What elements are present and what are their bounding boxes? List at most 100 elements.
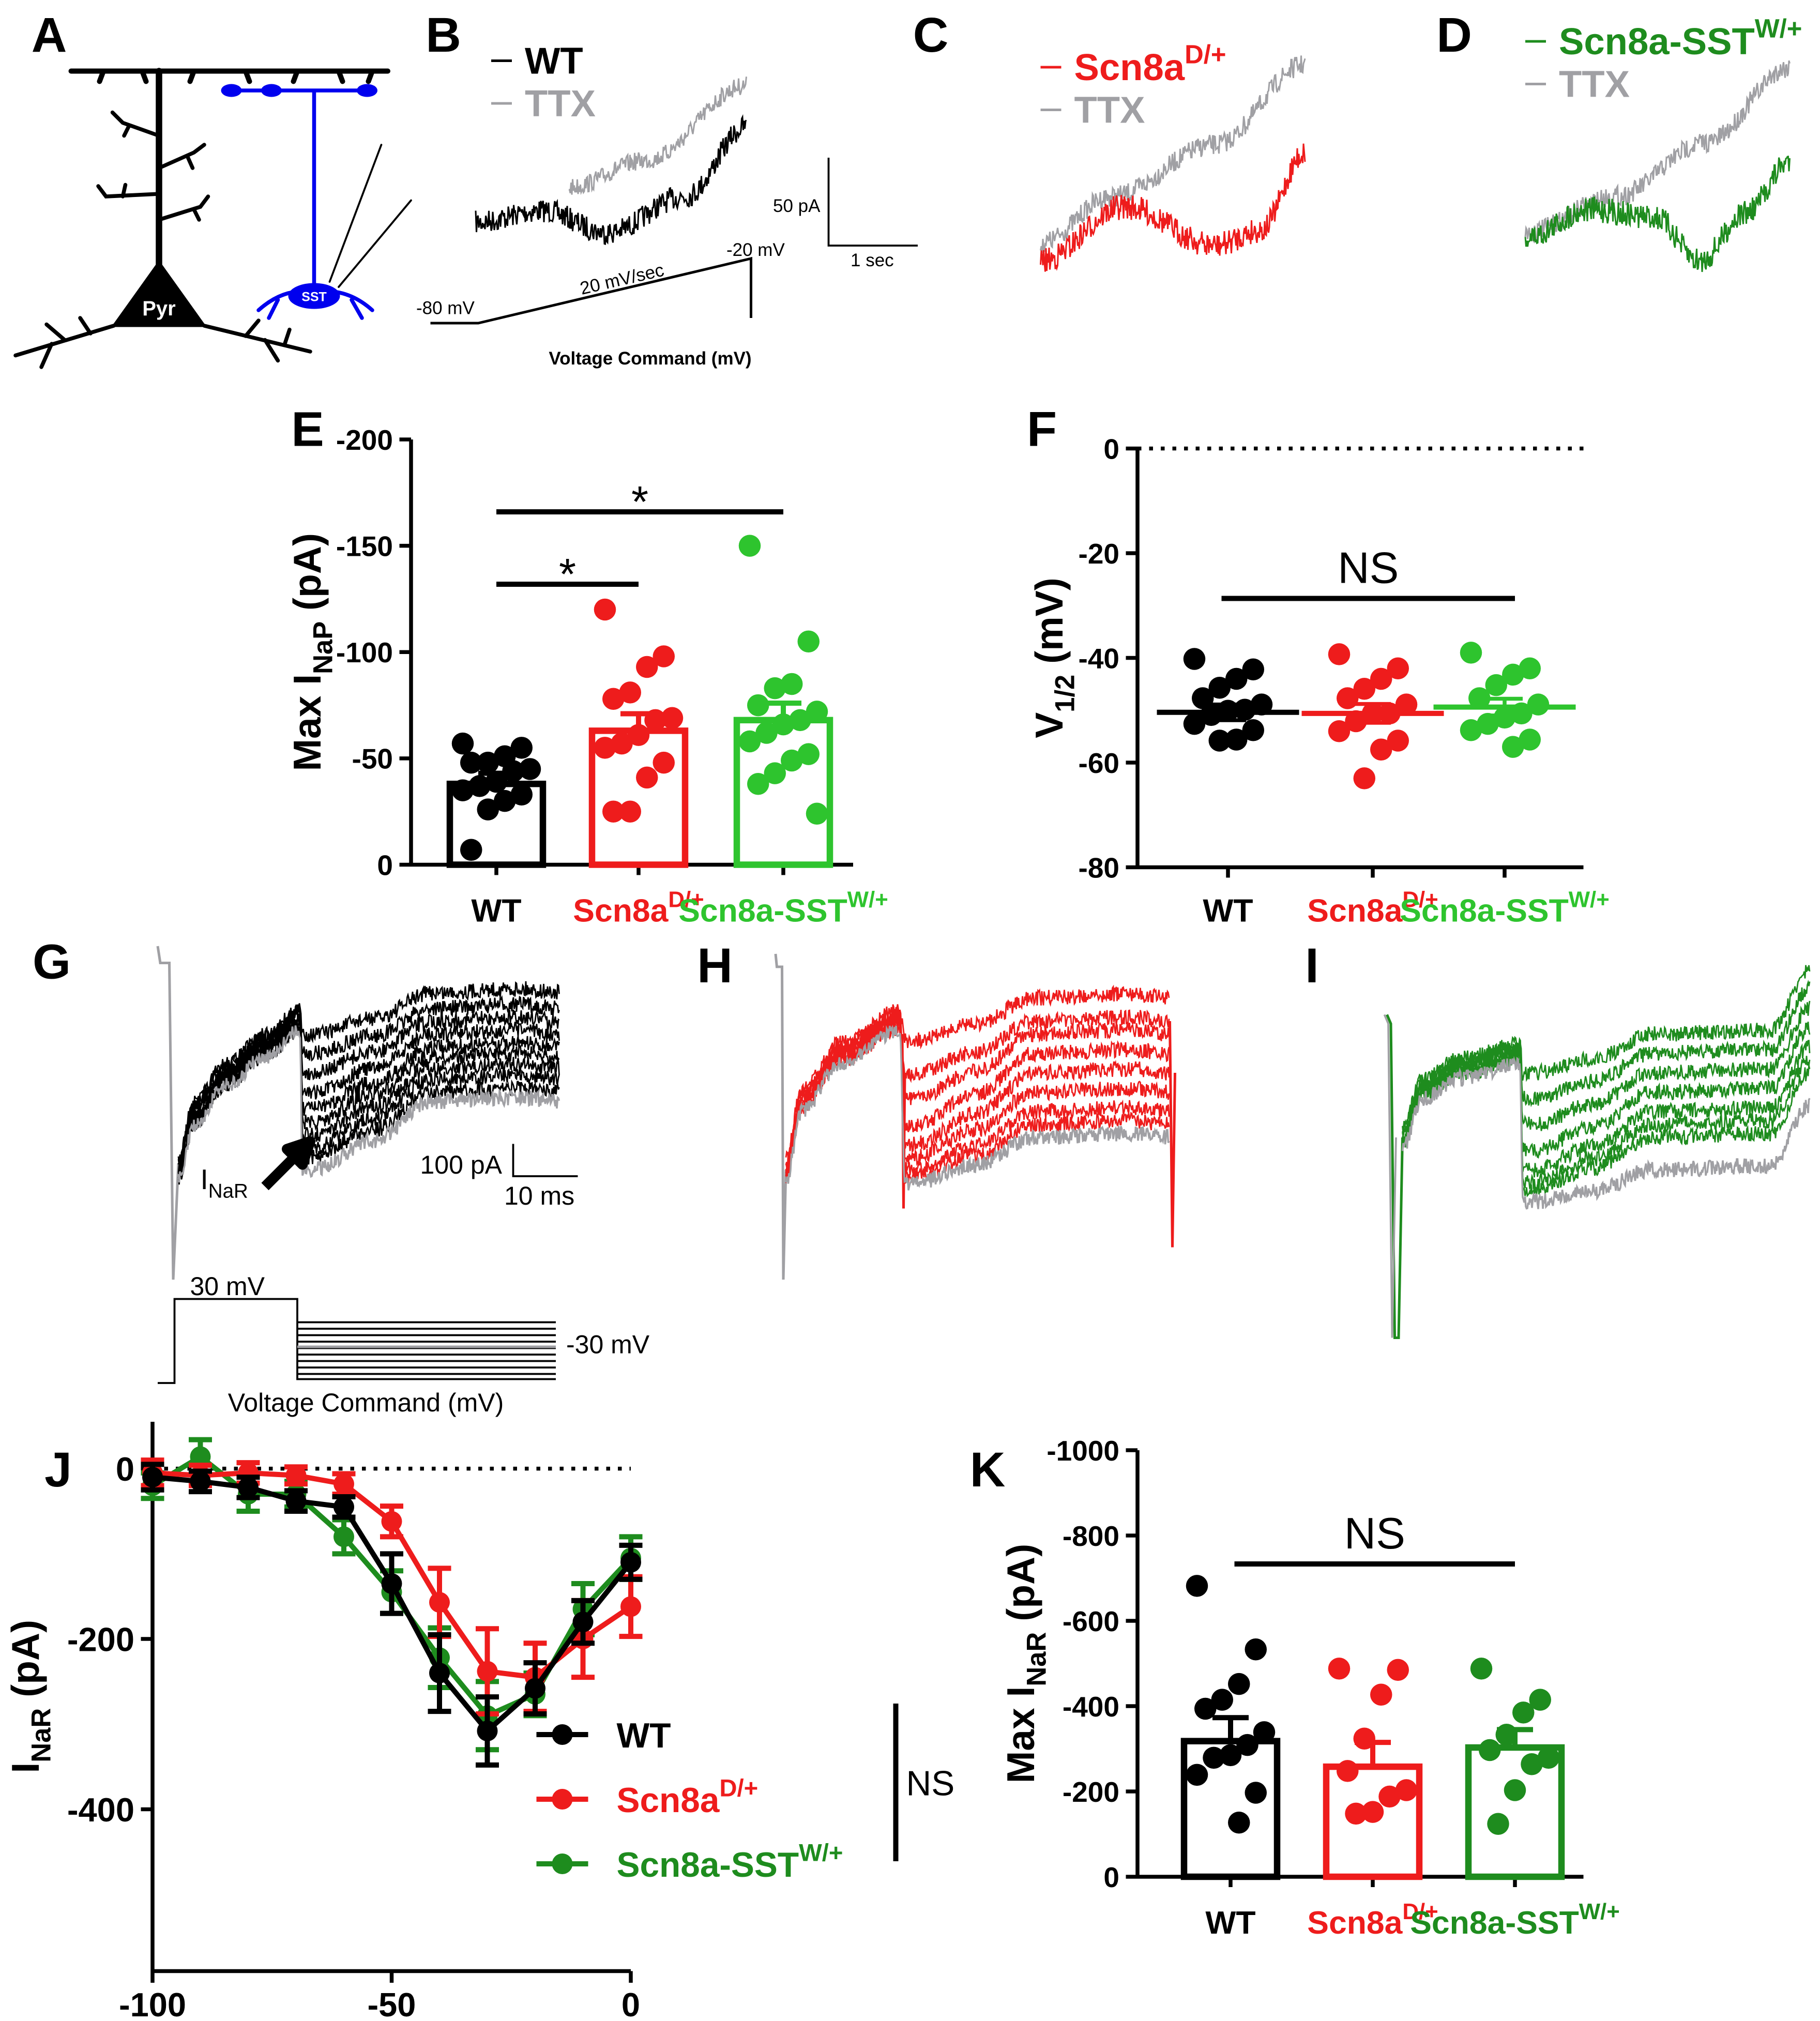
data-point bbox=[1337, 687, 1359, 709]
data-point bbox=[1460, 642, 1482, 664]
marker bbox=[285, 1465, 307, 1486]
data-point bbox=[1194, 1697, 1217, 1720]
marker bbox=[190, 1471, 211, 1492]
neuron-schematic bbox=[13, 68, 412, 369]
y-tick-label: -60 bbox=[1079, 747, 1120, 779]
spike bbox=[1383, 1014, 1397, 1338]
marker bbox=[525, 1678, 545, 1699]
current-trace bbox=[178, 1012, 560, 1173]
y-tick-label: -400 bbox=[1063, 1691, 1119, 1723]
current-trace bbox=[1402, 979, 1811, 1136]
ramp-label: -80 mV bbox=[416, 298, 475, 318]
label-part: TTX bbox=[1559, 64, 1630, 105]
supscript: W/+ bbox=[1579, 1899, 1620, 1924]
data-point bbox=[1208, 730, 1231, 752]
data-point bbox=[781, 749, 803, 772]
data-point bbox=[1527, 693, 1550, 716]
legend-marker bbox=[552, 1853, 573, 1874]
data-point bbox=[772, 713, 795, 736]
data-point bbox=[477, 798, 499, 820]
annotation: NS bbox=[1338, 544, 1399, 593]
mutant-ramp-trace bbox=[1524, 155, 1791, 272]
data-point bbox=[1502, 663, 1524, 686]
data-point bbox=[1387, 657, 1409, 679]
legend-label: TTX bbox=[1074, 89, 1145, 131]
data-point bbox=[1225, 667, 1248, 690]
label-part: WT bbox=[525, 40, 583, 82]
y-axis-title: V1/2 (mV) bbox=[1027, 578, 1080, 738]
data-point bbox=[494, 789, 516, 812]
current-trace bbox=[1402, 1040, 1811, 1178]
legend-label: TTX bbox=[525, 83, 596, 125]
error-bar bbox=[1355, 702, 1391, 725]
label-part: Scn8a bbox=[1307, 893, 1403, 929]
legend-label: WT bbox=[617, 1716, 671, 1755]
data-point bbox=[636, 656, 658, 678]
data-point bbox=[1353, 677, 1375, 700]
data-point bbox=[797, 743, 820, 765]
marker bbox=[238, 1477, 259, 1498]
supscript: W/+ bbox=[799, 1840, 843, 1867]
label-part: Max I bbox=[999, 1686, 1042, 1784]
legend-label: WT bbox=[525, 40, 583, 82]
data-point bbox=[594, 737, 616, 759]
data-point bbox=[510, 783, 533, 806]
marker bbox=[285, 1491, 307, 1512]
data-point bbox=[1203, 1746, 1225, 1769]
data-point bbox=[1395, 693, 1418, 716]
data-point bbox=[797, 630, 820, 652]
marker bbox=[620, 1596, 641, 1617]
x-tick-label: 0 bbox=[621, 1986, 640, 2021]
scale-label: 100 pA bbox=[420, 1150, 503, 1179]
data-point bbox=[653, 645, 675, 667]
panel-letter: G bbox=[33, 935, 71, 990]
supscript: W/+ bbox=[847, 887, 888, 912]
data-point bbox=[1242, 719, 1264, 741]
data-point bbox=[451, 779, 474, 801]
arrow bbox=[261, 1136, 315, 1191]
data-point bbox=[653, 751, 675, 774]
y-axis-title: Max INaR (pA) bbox=[999, 1544, 1052, 1783]
scale-label: 10 ms bbox=[504, 1181, 574, 1210]
data-point bbox=[1236, 1734, 1258, 1756]
ttx-ramp-trace bbox=[568, 77, 747, 195]
data-point bbox=[764, 762, 786, 784]
spike bbox=[1386, 1014, 1404, 1340]
data-point bbox=[1487, 1813, 1509, 1835]
data-point bbox=[1470, 1658, 1493, 1680]
data-point bbox=[1512, 1701, 1535, 1724]
data-point bbox=[1192, 687, 1214, 709]
label-part: (pA) bbox=[285, 533, 329, 621]
data-point bbox=[1208, 676, 1231, 699]
ttx-current-trace bbox=[1401, 1056, 1811, 1210]
step-label: 30 mV bbox=[190, 1272, 265, 1301]
scale-bar bbox=[512, 1144, 578, 1177]
data-point bbox=[738, 730, 761, 753]
bar bbox=[1465, 1744, 1565, 1880]
current-trace bbox=[1402, 1050, 1811, 1191]
label-part: WT bbox=[1205, 1905, 1255, 1941]
panel-letter: I bbox=[1305, 938, 1318, 993]
bar bbox=[588, 727, 689, 868]
data-point bbox=[1361, 1801, 1384, 1823]
data-point bbox=[1245, 1782, 1267, 1804]
supscript: W/+ bbox=[1755, 13, 1802, 43]
y-tick-label: -600 bbox=[1063, 1605, 1119, 1637]
data-point bbox=[519, 758, 541, 780]
marker bbox=[477, 1720, 498, 1741]
sst-label: SST bbox=[301, 290, 327, 305]
data-point bbox=[1253, 1721, 1276, 1743]
data-point bbox=[1521, 1753, 1543, 1775]
marker bbox=[333, 1473, 354, 1495]
data-point bbox=[1328, 1658, 1351, 1680]
supscript: W/+ bbox=[1569, 887, 1610, 912]
current-trace bbox=[785, 984, 1170, 1159]
y-axis-title: INaR (pA) bbox=[4, 1620, 57, 1773]
label-part: WT bbox=[617, 1716, 671, 1755]
data-point bbox=[1228, 1673, 1250, 1695]
sst-bouton bbox=[261, 84, 282, 97]
ttx-ramp-trace bbox=[1040, 55, 1306, 253]
supscript: D/+ bbox=[1402, 887, 1438, 912]
legend-label: TTX bbox=[1559, 64, 1630, 105]
